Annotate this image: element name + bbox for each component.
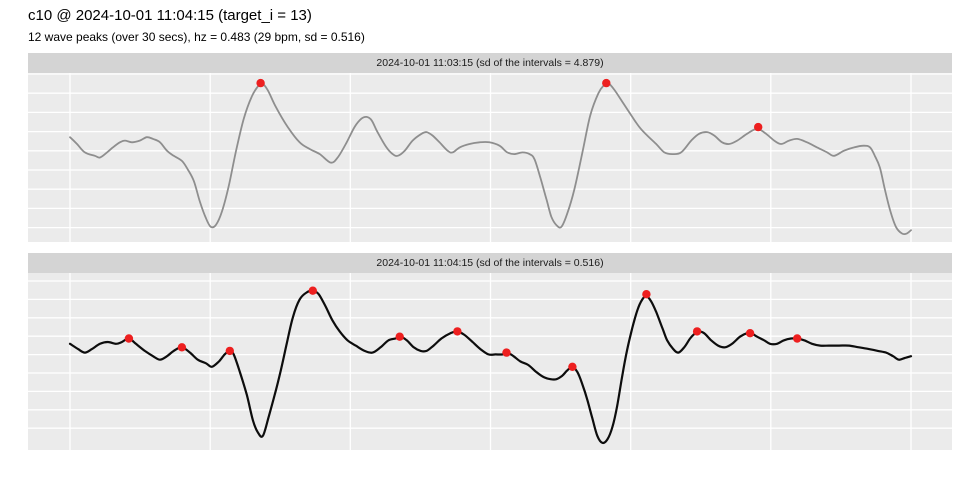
- facet-strip-bottom-label: 2024-10-01 11:04:15 (sd of the intervals…: [376, 257, 604, 269]
- facet-strip-top-label: 2024-10-01 11:03:15 (sd of the intervals…: [376, 57, 604, 69]
- peak-marker: [568, 362, 577, 371]
- page-title: c10 @ 2024-10-01 11:04:15 (target_i = 13…: [28, 7, 312, 24]
- peak-marker: [793, 334, 802, 343]
- peak-marker: [602, 78, 611, 88]
- peak-marker: [395, 332, 404, 341]
- peak-marker: [256, 78, 265, 88]
- facet-panel-top-chart: [28, 73, 952, 242]
- peak-marker: [642, 290, 651, 299]
- peak-marker: [225, 346, 234, 356]
- peak-marker: [453, 327, 462, 336]
- facet-strip-bottom: 2024-10-01 11:04:15 (sd of the intervals…: [28, 253, 952, 273]
- facet-strip-top: 2024-10-01 11:03:15 (sd of the intervals…: [28, 53, 952, 73]
- peak-marker: [692, 327, 702, 336]
- peak-marker: [745, 329, 755, 338]
- page-subtitle: 12 wave peaks (over 30 secs), hz = 0.483…: [28, 30, 365, 44]
- peak-marker: [124, 334, 134, 343]
- facet-top: 2024-10-01 11:03:15 (sd of the intervals…: [28, 53, 952, 242]
- facet-bottom: 2024-10-01 11:04:15 (sd of the intervals…: [28, 253, 952, 450]
- facet-panel-bottom-chart: [28, 273, 952, 450]
- peak-marker: [502, 348, 511, 357]
- peak-marker: [754, 122, 763, 132]
- peak-marker: [308, 286, 317, 295]
- peak-marker: [177, 343, 187, 352]
